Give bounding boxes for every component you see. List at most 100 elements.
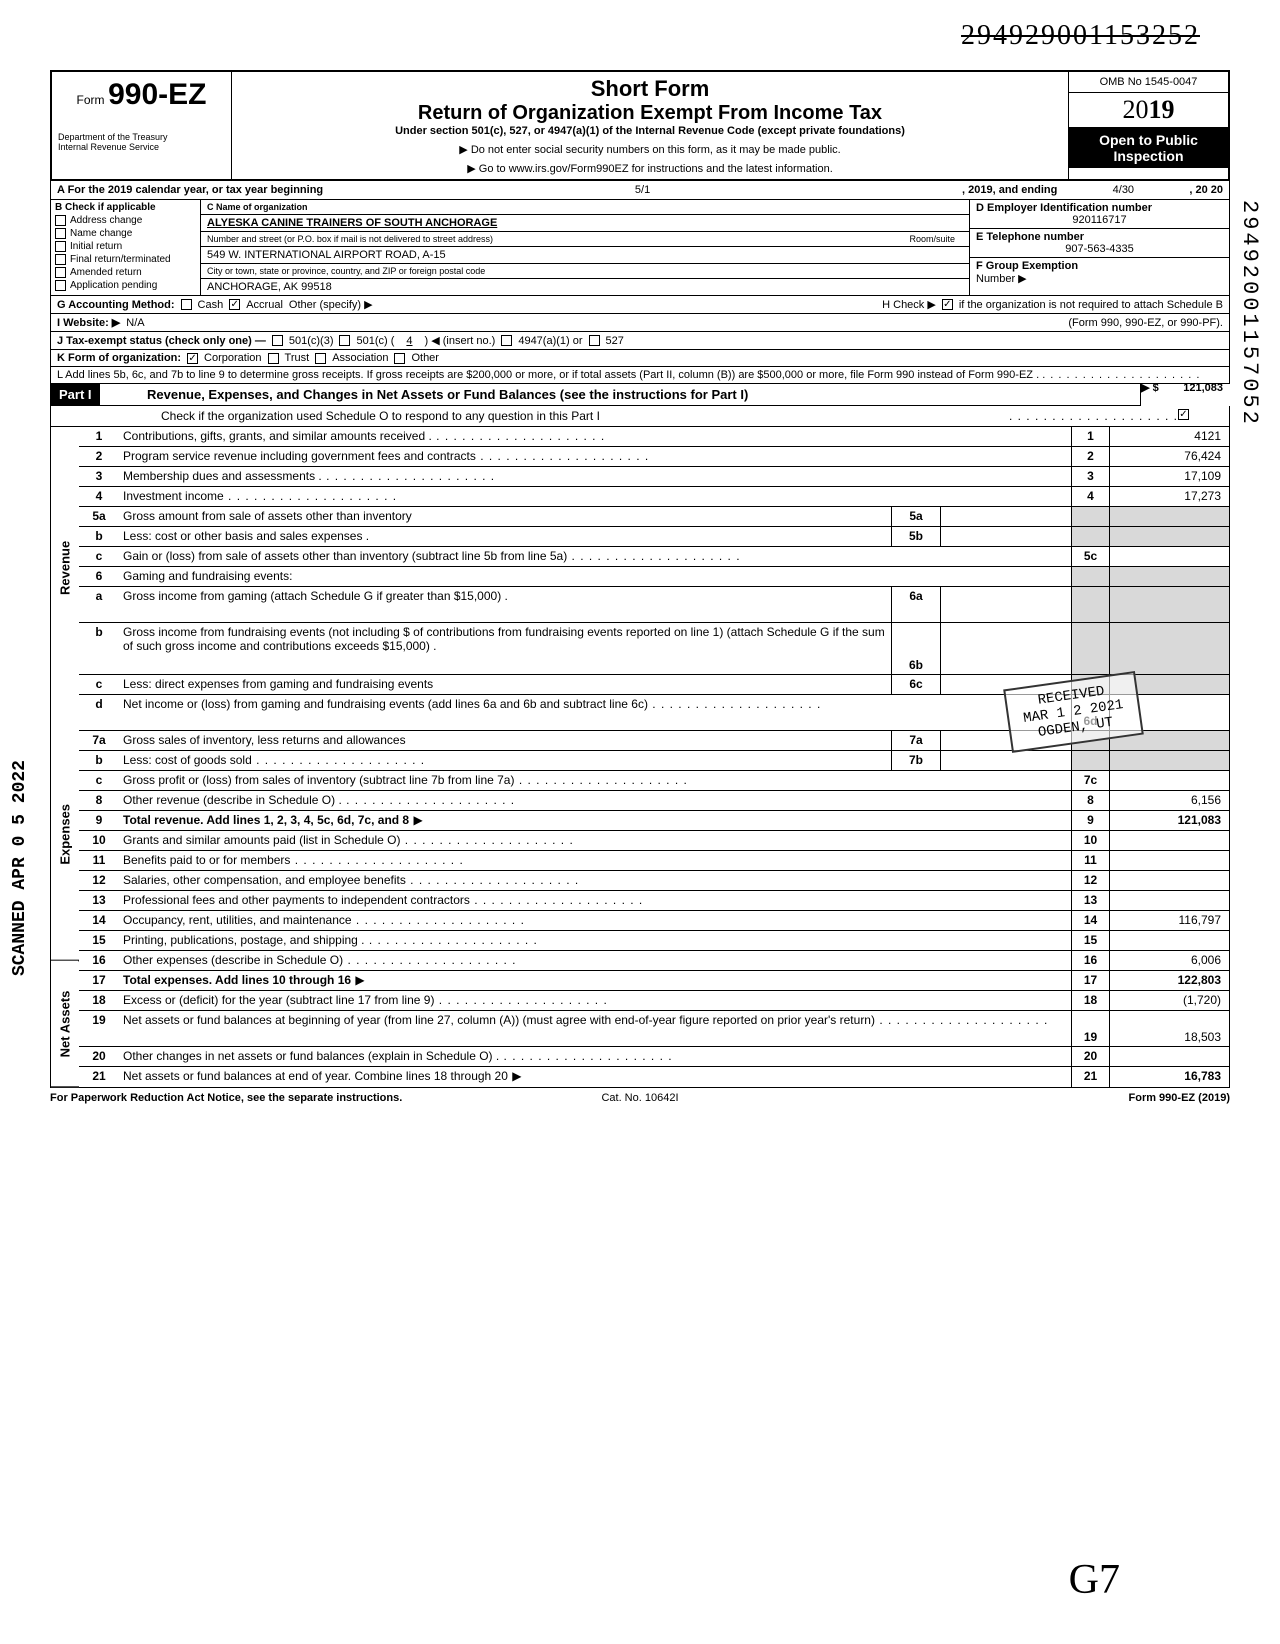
handwritten-g7: G7: [1069, 1556, 1120, 1604]
row-j-tax-status: J Tax-exempt status (check only one) — 5…: [50, 332, 1230, 350]
g-other: Other (specify) ▶: [289, 298, 373, 311]
chk-cash[interactable]: [181, 299, 192, 310]
row-18: 18 Excess or (deficit) for the year (sub…: [79, 991, 1229, 1011]
chk-527[interactable]: [589, 335, 600, 346]
l-symbol: ▶ $: [1141, 382, 1159, 394]
row-10: 10 Grants and similar amounts paid (list…: [79, 831, 1229, 851]
tax-year: 2019: [1069, 93, 1228, 128]
val-2: 76,424: [1109, 447, 1229, 466]
chk-4947[interactable]: [501, 335, 512, 346]
chk-app-pending[interactable]: Application pending: [55, 280, 196, 291]
row-7b: b Less: cost of goods sold 7b: [79, 751, 1229, 771]
val-4: 17,273: [1109, 487, 1229, 506]
f-label-2: Number ▶: [976, 273, 1027, 285]
row-16: 16 Other expenses (describe in Schedule …: [79, 951, 1229, 971]
row-6b: b Gross income from fundraising events (…: [79, 623, 1229, 675]
row-8: 8 Other revenue (describe in Schedule O)…: [79, 791, 1229, 811]
side-expenses: Expenses: [51, 709, 79, 961]
city-state-zip: ANCHORAGE, AK 99518: [207, 281, 332, 293]
dept-line-1: Department of the Treasury: [58, 132, 225, 142]
row-17: 17 Total expenses. Add lines 10 through …: [79, 971, 1229, 991]
chk-other[interactable]: [394, 353, 405, 364]
ein: 920116717: [976, 214, 1223, 226]
street-address: 549 W. INTERNATIONAL AIRPORT ROAD, A-15: [207, 249, 446, 261]
row-19: 19 Net assets or fund balances at beginn…: [79, 1011, 1229, 1047]
chk-accrual[interactable]: ✓: [229, 299, 240, 310]
val-15: [1109, 931, 1229, 950]
omb-number: OMB No 1545-0047: [1069, 72, 1228, 93]
row-6a: a Gross income from gaming (attach Sched…: [79, 587, 1229, 623]
row-g-h: G Accounting Method: Cash ✓Accrual Other…: [50, 296, 1230, 314]
subtitle: Under section 501(c), 527, or 4947(a)(1)…: [240, 125, 1060, 137]
row-5b: b Less: cost or other basis and sales ex…: [79, 527, 1229, 547]
chk-address-change[interactable]: Address change: [55, 215, 196, 226]
val-11: [1109, 851, 1229, 870]
block-b-to-f: B Check if applicable Address change Nam…: [50, 200, 1230, 296]
line-a-label: A For the 2019 calendar year, or tax yea…: [51, 181, 329, 199]
row-11: 11 Benefits paid to or for members 11: [79, 851, 1229, 871]
chk-assoc[interactable]: [315, 353, 326, 364]
val-14: 116,797: [1109, 911, 1229, 930]
col-b-checkboxes: B Check if applicable Address change Nam…: [51, 200, 201, 295]
val-13: [1109, 891, 1229, 910]
form-header: Form 990-EZ Department of the Treasury I…: [50, 70, 1230, 181]
e-label: E Telephone number: [976, 231, 1084, 243]
year-begin: 5/1: [329, 181, 956, 199]
f-label: F Group Exemption: [976, 260, 1078, 272]
form-prefix: Form: [76, 93, 104, 107]
val-3: 17,109: [1109, 467, 1229, 486]
chk-corp[interactable]: ✓: [187, 353, 198, 364]
chk-501c[interactable]: [339, 335, 350, 346]
row-13: 13 Professional fees and other payments …: [79, 891, 1229, 911]
c-label: C Name of organization: [207, 202, 308, 212]
right-header-cell: OMB No 1545-0047 2019 Open to Public Ins…: [1068, 72, 1228, 179]
row-5a: 5a Gross amount from sale of assets othe…: [79, 507, 1229, 527]
row-1: 1 Contributions, gifts, grants, and simi…: [79, 427, 1229, 447]
row-12: 12 Salaries, other compensation, and emp…: [79, 871, 1229, 891]
org-name: ALYESKA CANINE TRAINERS OF SOUTH ANCHORA…: [207, 217, 497, 229]
handwritten-dln: 294929001153252: [961, 20, 1200, 52]
goto-link: ▶ Go to www.irs.gov/Form990EZ for instru…: [240, 162, 1060, 175]
chk-501c3[interactable]: [272, 335, 283, 346]
row-k-form-org: K Form of organization: ✓Corporation Tru…: [50, 350, 1230, 367]
chk-final-return[interactable]: Final return/terminated: [55, 254, 196, 265]
side-net-assets: Net Assets: [51, 961, 79, 1087]
row-6: 6 Gaming and fundraising events:: [79, 567, 1229, 587]
row-7c: c Gross profit or (loss) from sales of i…: [79, 771, 1229, 791]
b-header: B Check if applicable: [55, 202, 196, 213]
room-label: Room/suite: [909, 234, 955, 244]
k-label: K Form of organization:: [57, 352, 181, 364]
city-label: City or town, state or province, country…: [207, 266, 485, 276]
val-7c: [1109, 771, 1229, 790]
row-20: 20 Other changes in net assets or fund b…: [79, 1047, 1229, 1067]
cat-no: Cat. No. 10642I: [443, 1092, 836, 1104]
row-3: 3 Membership dues and assessments . 3 17…: [79, 467, 1229, 487]
val-20: [1109, 1047, 1229, 1066]
part-i-check-line: Check if the organization used Schedule …: [50, 406, 1230, 427]
row-21: 21 Net assets or fund balances at end of…: [79, 1067, 1229, 1087]
chk-h[interactable]: ✓: [942, 299, 953, 310]
addr-label: Number and street (or P.O. box if mail i…: [207, 234, 493, 244]
val-8: 6,156: [1109, 791, 1229, 810]
row-a-tax-year: A For the 2019 calendar year, or tax yea…: [50, 181, 1230, 200]
val-16: 6,006: [1109, 951, 1229, 970]
page-footer: For Paperwork Reduction Act Notice, see …: [50, 1088, 1230, 1104]
chk-name-change[interactable]: Name change: [55, 228, 196, 239]
chk-trust[interactable]: [268, 353, 279, 364]
row-15: 15 Printing, publications, postage, and …: [79, 931, 1229, 951]
val-18: (1,720): [1109, 991, 1229, 1010]
chk-amended[interactable]: Amended return: [55, 267, 196, 278]
main-title: Return of Organization Exempt From Incom…: [240, 102, 1060, 125]
val-5c: [1109, 547, 1229, 566]
short-form-label: Short Form: [240, 76, 1060, 102]
chk-schedule-o[interactable]: ✓: [1178, 409, 1189, 420]
row-4: 4 Investment income 4 17,273: [79, 487, 1229, 507]
val-17: 122,803: [1109, 971, 1229, 990]
chk-initial-return[interactable]: Initial return: [55, 241, 196, 252]
val-1: 4121: [1109, 427, 1229, 446]
val-21: 16,783: [1109, 1067, 1229, 1087]
501c-num: 4: [400, 335, 418, 347]
d-label: D Employer Identification number: [976, 202, 1152, 214]
website-value: N/A: [126, 317, 144, 329]
row-i-website: I Website: ▶ N/A (Form 990, 990-EZ, or 9…: [50, 314, 1230, 332]
